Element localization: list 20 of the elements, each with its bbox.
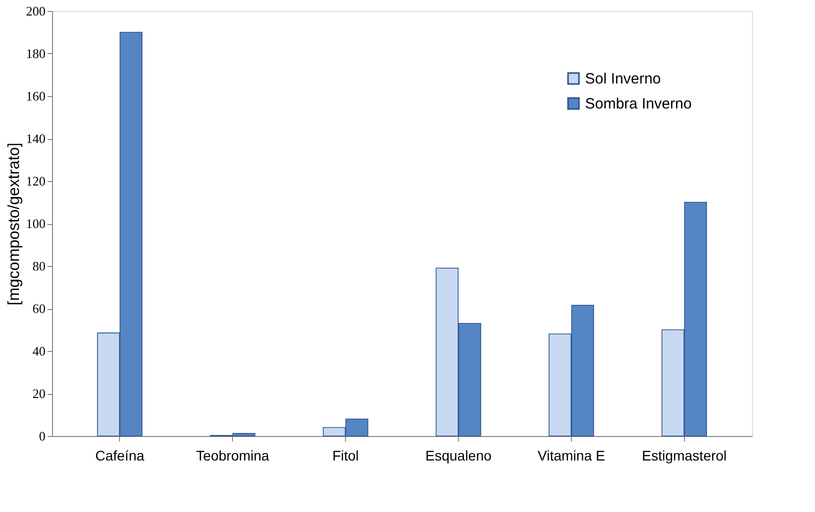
y-tick-label: 60 xyxy=(32,301,46,316)
y-tick-label: 40 xyxy=(32,344,46,358)
y-tick-label: 0 xyxy=(39,428,46,444)
x-tick-label: Teobromina xyxy=(196,448,270,464)
x-tick-label: Estigmasterol xyxy=(642,448,727,464)
y-tick-label: 100 xyxy=(26,216,46,231)
x-tick-label: Fitol xyxy=(332,448,359,464)
x-tick-label: Cafeína xyxy=(95,448,144,464)
legend-label: Sombra Inverno xyxy=(585,96,692,112)
y-tick-label: 140 xyxy=(26,131,46,146)
y-tick-label: 120 xyxy=(26,174,46,188)
y-tick-label: 180 xyxy=(26,46,46,61)
x-tick-label: Esqualeno xyxy=(425,448,492,464)
legend-label: Sol Inverno xyxy=(585,70,661,88)
x-tick-label: Vitamina E xyxy=(538,448,606,464)
y-tick-label: 80 xyxy=(32,258,46,274)
y-axis-title: [mgcomposto/gextrato] xyxy=(6,142,23,306)
y-tick-label: 200 xyxy=(26,4,46,18)
y-tick-label: 20 xyxy=(32,386,46,401)
y-tick-label: 160 xyxy=(26,88,46,104)
